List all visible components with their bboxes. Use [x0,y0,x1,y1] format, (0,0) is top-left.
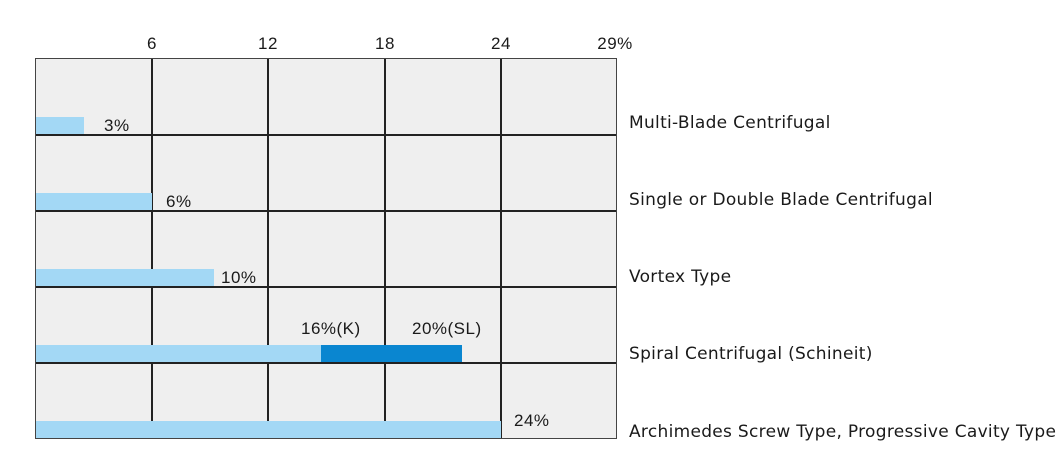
gridline-v [384,59,386,438]
category-label: Vortex Type [629,267,732,287]
gridline-v [267,59,269,438]
value-label: 3% [104,116,130,135]
category-label: Single or Double Blade Centrifugal [629,190,933,210]
bar-single-double-blade [36,193,152,210]
x-tick-18: 18 [375,34,395,53]
bar-archimedes [36,421,501,438]
chart-grid [35,58,617,439]
x-tick-29: 29% [597,34,633,53]
gridline-v [500,59,502,438]
value-label: 6% [166,192,192,211]
bar-spiral-sl [321,345,462,362]
category-label: Multi-Blade Centrifugal [629,113,831,133]
value-label: 24% [514,411,550,430]
x-tick-12: 12 [258,34,278,53]
category-label: Spiral Centrifugal (Schineit) [629,344,873,364]
gridline-v [151,59,153,438]
gridline-h [36,362,616,364]
x-tick-6: 6 [147,34,157,53]
bar-multi-blade [36,117,84,134]
gridline-h [36,286,616,288]
value-label-sl: 20%(SL) [412,319,482,338]
bar-vortex [36,269,214,286]
x-tick-24: 24 [491,34,511,53]
bar-spiral-k [36,345,321,362]
gridline-h [36,134,616,136]
gridline-h [36,210,616,212]
value-label-k: 16%(K) [301,319,361,338]
category-label: Archimedes Screw Type, Progressive Cavit… [629,422,1057,442]
value-label: 10% [221,268,257,287]
